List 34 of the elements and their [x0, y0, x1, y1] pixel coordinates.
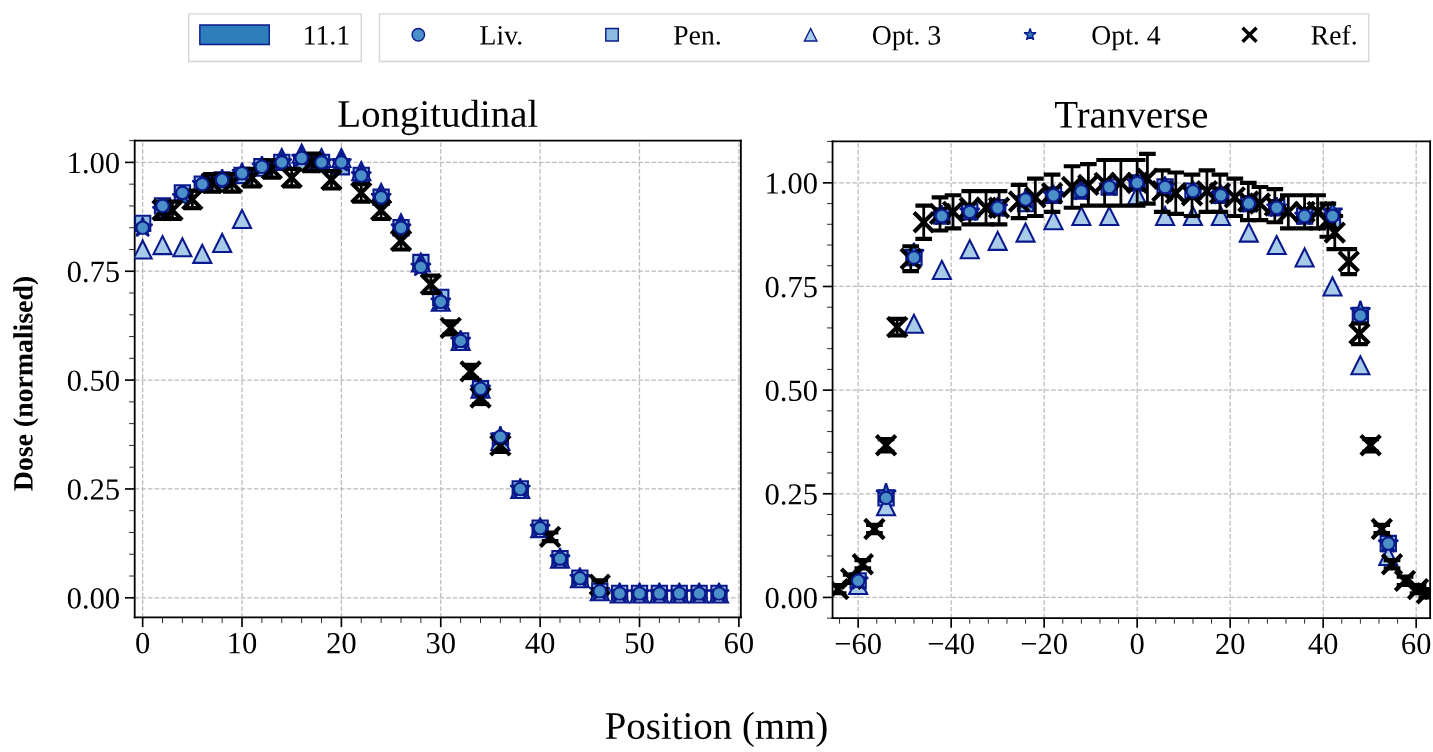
- x-axis-title: Position (mm): [605, 711, 827, 748]
- y-tick-label: 0.75: [765, 276, 817, 298]
- chart-title: Tranverse: [1055, 102, 1208, 128]
- x-tick-label: 0: [136, 632, 150, 654]
- text: 11.1: [305, 26, 349, 45]
- legend-label: Pen.: [673, 26, 720, 45]
- x-tick-label: 10: [229, 632, 257, 654]
- y-tick-label: 1.00: [767, 173, 817, 194]
- x-tick-label: 40: [525, 632, 555, 654]
- legend-label: Liv.: [480, 26, 522, 45]
- y-tick-label: 0.00: [765, 587, 817, 609]
- y-tick-label: 0.25: [67, 479, 119, 500]
- y-tick-label: 0.00: [67, 588, 119, 609]
- y-tick-label: 0.75: [67, 261, 119, 283]
- x-tick-label: 30: [426, 632, 455, 654]
- x-tick-label: −60: [835, 633, 881, 655]
- x-tick-label: 0: [1130, 633, 1144, 655]
- x-tick-label: 20: [1216, 633, 1245, 655]
- y-tick-label: 0.50: [67, 370, 119, 392]
- y-tick-label: 1.00: [69, 152, 119, 174]
- x-tick-label: 60: [1402, 633, 1431, 655]
- x-tick-label: 40: [1308, 633, 1338, 655]
- chart-title: Longitudinal: [338, 99, 538, 136]
- y-axis-title: Dose (normalised): [13, 277, 39, 491]
- x-tick-label: 60: [724, 632, 753, 654]
- y-tick-label: 0.25: [765, 484, 817, 505]
- x-tick-label: 50: [626, 632, 654, 654]
- y-tick-label: 0.50: [765, 380, 817, 402]
- x-tick-label: −40: [928, 633, 974, 655]
- legend-label: Opt. 4: [1092, 26, 1161, 51]
- legend-label: Opt. 3: [872, 26, 941, 51]
- x-tick-label: 20: [327, 632, 356, 654]
- x-tick-label: −20: [1021, 633, 1067, 655]
- legend-label: Ref.: [1311, 24, 1356, 45]
